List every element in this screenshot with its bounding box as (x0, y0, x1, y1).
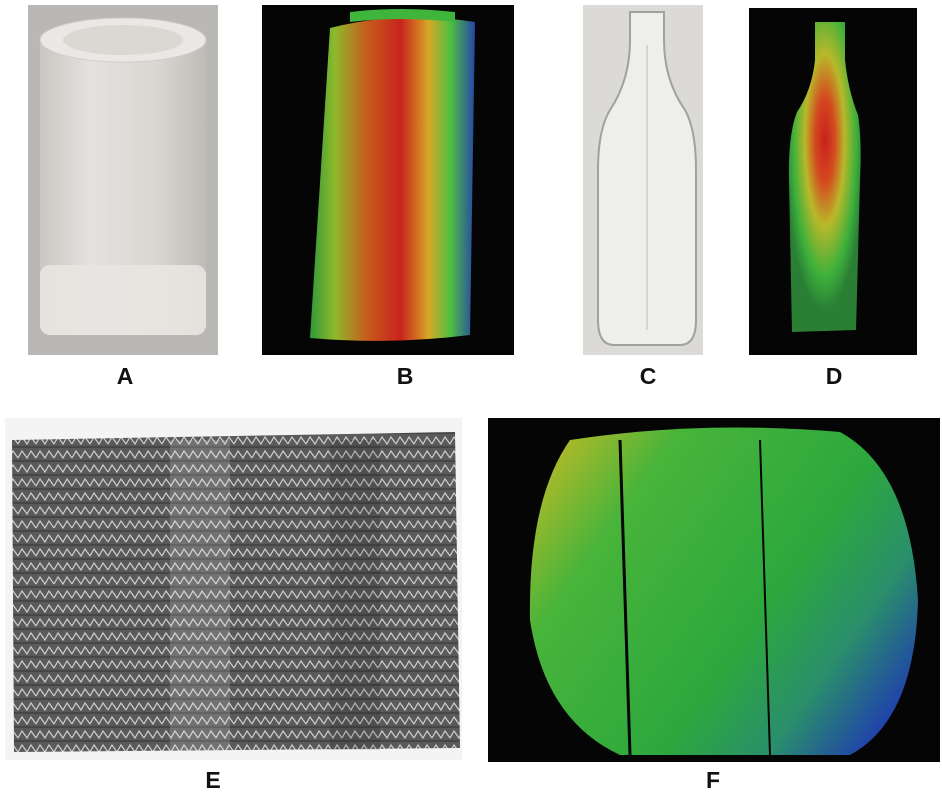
panel-label: E (205, 767, 220, 793)
panel-label: F (706, 767, 720, 793)
panel-label: B (397, 363, 414, 389)
figure: A B C D E F (0, 0, 942, 796)
panel-f (488, 418, 940, 762)
panel-c (583, 5, 703, 355)
panel-e (5, 418, 462, 760)
panel-d (749, 8, 917, 355)
panel-label: D (826, 363, 843, 389)
panel-label: A (117, 363, 134, 389)
panel-b (262, 5, 514, 355)
panel-label: C (640, 363, 657, 389)
panel-a (28, 5, 218, 355)
